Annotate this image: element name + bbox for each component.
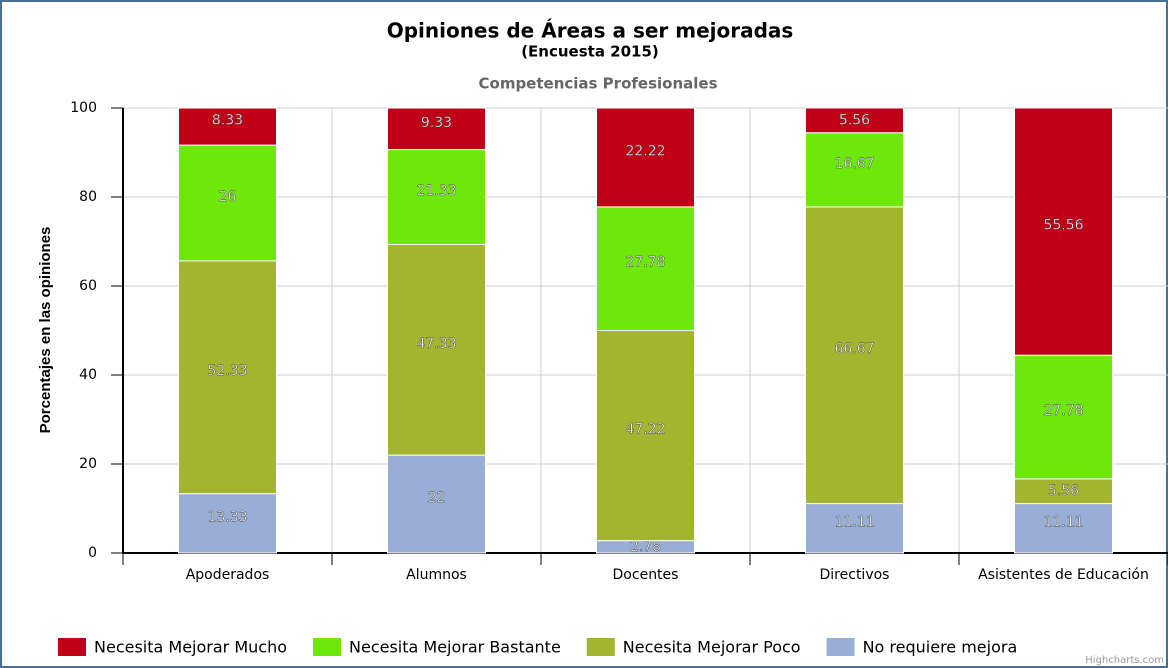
- bar-segment: [805, 206, 904, 505]
- bar-segment: [387, 454, 486, 554]
- chart-subtitle-2: Competencias Profesionales: [479, 75, 718, 93]
- chart-subtitle: (Encuesta 2015): [521, 43, 659, 61]
- data-label: 5.56: [839, 112, 870, 128]
- x-tick-label: Alumnos: [406, 567, 467, 583]
- x-tick-label: Directivos: [820, 567, 890, 583]
- data-label: 11.11: [834, 514, 874, 530]
- bar-segment: [805, 503, 904, 554]
- bar-segment: [178, 107, 277, 146]
- legend-label: No requiere mejora: [863, 638, 1018, 657]
- y-tick-label: 20: [79, 456, 97, 472]
- bar-segment: [596, 206, 695, 331]
- bar-segment: [387, 149, 486, 245]
- data-label: 13.33: [207, 509, 247, 525]
- bar-segment: [387, 243, 486, 456]
- data-label: 22: [428, 490, 446, 506]
- data-label: 55.56: [1043, 218, 1083, 234]
- legend-swatch: [58, 638, 86, 656]
- bar-segment: [596, 107, 695, 208]
- bar-segment: [178, 260, 277, 495]
- data-label: 22.22: [625, 143, 665, 159]
- data-label: 27.78: [625, 255, 665, 271]
- legend-swatch: [826, 638, 855, 656]
- bar-segment: [805, 132, 904, 208]
- chart-title: Opiniones de Áreas a ser mejoradas: [387, 19, 794, 43]
- legend-swatch: [586, 638, 615, 656]
- legend-label: Necesita Mejorar Poco: [623, 638, 801, 657]
- data-label: 21.33: [416, 183, 456, 199]
- legend-label: Necesita Mejorar Mucho: [94, 638, 287, 657]
- x-tick-label: Apoderados: [186, 567, 270, 583]
- x-tick-label: Docentes: [613, 567, 679, 583]
- bar-segment: [178, 144, 277, 262]
- data-label: 66.67: [834, 341, 874, 357]
- data-label: 27.78: [1043, 403, 1083, 419]
- y-tick-label: 60: [79, 278, 97, 294]
- data-label: 8.33: [212, 113, 243, 129]
- data-label: 16.67: [834, 156, 874, 172]
- y-axis-label: Porcentajes en las opiniones: [37, 227, 54, 434]
- data-label: 52.33: [207, 363, 247, 379]
- y-tick-label: 100: [70, 100, 97, 116]
- bar-segment: [1014, 354, 1113, 480]
- bar-segment: [596, 330, 695, 542]
- data-label: 47.22: [625, 422, 665, 438]
- legend-label: Necesita Mejorar Bastante: [349, 638, 561, 657]
- bar-segment: [1014, 503, 1113, 554]
- bar-segment: [387, 107, 486, 151]
- data-label: 26: [219, 189, 237, 205]
- data-label: 5.56: [1048, 483, 1079, 499]
- bar-segment: [1014, 478, 1113, 505]
- bar-segment: [1014, 107, 1113, 356]
- x-tick-label: Asistentes de Educación: [978, 567, 1149, 583]
- credit: Highcharts.com: [1085, 655, 1164, 666]
- y-tick-label: 40: [79, 367, 97, 383]
- bar-segment: [178, 493, 277, 554]
- data-label: 11.11: [1043, 514, 1083, 530]
- data-label: 2.78: [630, 539, 661, 555]
- data-label: 47.33: [416, 336, 456, 352]
- y-tick-label: 0: [88, 545, 97, 561]
- bar-segment: [805, 107, 904, 134]
- data-label: 9.33: [421, 115, 452, 131]
- y-tick-label: 80: [79, 189, 97, 205]
- legend-swatch: [313, 638, 341, 656]
